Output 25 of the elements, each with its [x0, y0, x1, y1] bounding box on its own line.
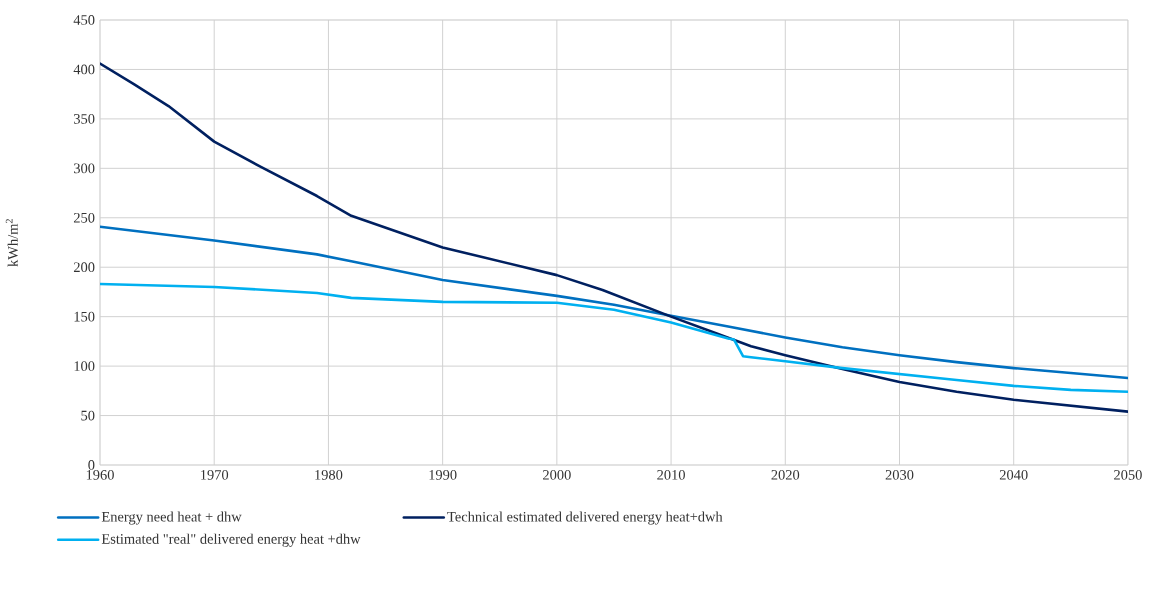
x-tick-label: 2050 [1114, 470, 1142, 480]
line-series [100, 225, 1128, 380]
legend-label: Estimated "real" delivered energy heat +dhw [101, 533, 361, 547]
x-tick-label: 2000 [543, 470, 571, 480]
x-tick-label: 2020 [771, 470, 800, 480]
x-tick-label: 2040 [999, 470, 1028, 480]
y-axis-title: kWh/m$^{2}$ [5, 219, 18, 267]
y-tick-label: 250 [73, 212, 95, 223]
y-tick-label: 150 [74, 311, 95, 322]
y-tick-label: 350 [74, 114, 95, 124]
legend-label: Technical estimated delivered energy heat+dwh [447, 511, 723, 525]
x-tick-label: 1960 [86, 470, 114, 480]
y-tick-label: 100 [74, 361, 95, 371]
y-tick-label: 200 [73, 262, 95, 273]
x-tick-label: 2010 [657, 470, 685, 480]
x-tick-label: 1980 [315, 470, 343, 480]
y-tick-label: 450 [73, 15, 95, 25]
x-tick-label: 1990 [429, 470, 457, 480]
y-tick-label: 300 [74, 163, 95, 174]
legend-label: Energy need heat + dhw [101, 511, 242, 525]
x-tick-label: 2030 [885, 470, 914, 480]
x-tick-label: 1970 [201, 470, 229, 480]
y-tick-label: 400 [73, 64, 95, 75]
y-tick-label: 50 [81, 410, 95, 421]
y-tick-label: 0 [88, 460, 95, 470]
